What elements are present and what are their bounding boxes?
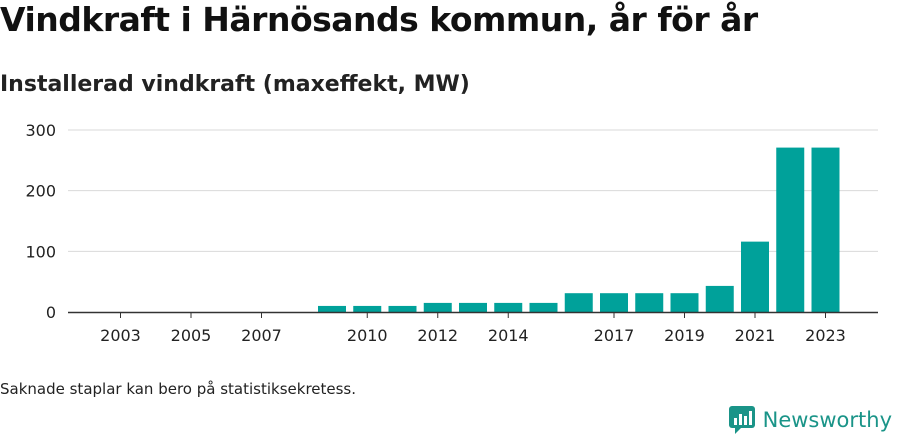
chart-title: Vindkraft i Härnösands kommun, år för år: [0, 0, 758, 39]
y-axis-ticks: 0 100 200 300: [25, 121, 56, 322]
bar-2023: [811, 147, 840, 312]
x-tick-label: 2005: [171, 326, 212, 345]
x-tick-label: 2012: [417, 326, 458, 345]
brand-name: Newsworthy: [762, 408, 892, 432]
bar-2013: [459, 302, 487, 312]
x-tick-label: 2007: [241, 326, 282, 345]
x-tick-label: 2003: [100, 326, 141, 345]
x-tick-label: 2019: [664, 326, 705, 345]
x-tick-label: 2017: [594, 326, 635, 345]
bar-2010: [353, 305, 382, 312]
bar-2022: [776, 147, 805, 312]
bar-2016: [564, 293, 593, 312]
bar-2018: [635, 293, 664, 312]
bar-2020: [705, 285, 734, 312]
bars: [318, 147, 840, 312]
bar-2021: [741, 241, 769, 312]
x-tick-label: 2010: [347, 326, 388, 345]
x-tick-label: 2014: [488, 326, 529, 345]
bar-2011: [388, 305, 417, 312]
y-tick-label: 0: [46, 303, 56, 322]
bar-2015: [529, 302, 558, 312]
chart-subtitle: Installerad vindkraft (maxeffekt, MW): [0, 72, 470, 97]
bar-2019: [670, 293, 699, 312]
footnote: Saknade staplar kan bero på statistiksek…: [0, 380, 357, 398]
brand-logo[interactable]: Newsworthy: [728, 406, 892, 434]
x-tick-label: 2023: [805, 326, 846, 345]
x-axis-ticks: 2003 2005 2007 2010 2012 2014 2017 2019 2021 2023: [100, 312, 846, 345]
y-tick-label: 100: [25, 242, 56, 261]
bar-2012: [423, 302, 452, 312]
x-tick-label: 2021: [735, 326, 776, 345]
bar-2009: [318, 305, 346, 312]
bar-2017: [600, 293, 628, 312]
y-tick-label: 300: [25, 121, 56, 140]
newsworthy-logo-icon: [728, 406, 755, 434]
bar-2014: [494, 302, 523, 312]
y-tick-label: 200: [25, 182, 56, 201]
gridlines: [68, 129, 878, 252]
